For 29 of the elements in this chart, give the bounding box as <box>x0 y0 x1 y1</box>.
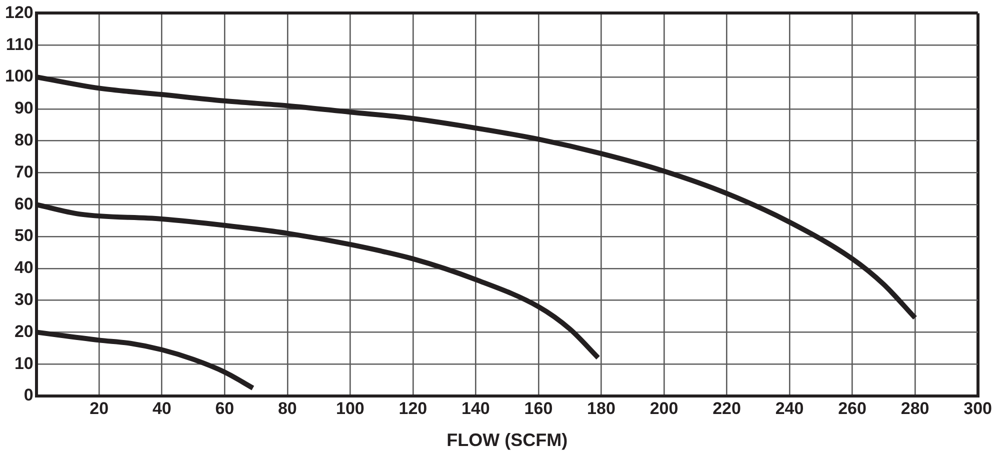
x-tick-label: 120 <box>398 398 428 418</box>
x-tick-label: 100 <box>336 398 364 418</box>
y-tick-label: 40 <box>14 258 34 278</box>
x-tick-label: 280 <box>900 398 930 418</box>
x-tick-label: 20 <box>90 398 109 418</box>
y-tick-label: 30 <box>14 290 34 309</box>
x-tick-label: 160 <box>524 398 553 418</box>
x-tick-label: 80 <box>278 398 297 418</box>
y-tick-label: 120 <box>4 2 34 22</box>
y-tick-label: 100 <box>4 66 34 86</box>
y-tick-label: 20 <box>14 322 34 341</box>
x-tick-label: 40 <box>152 398 172 418</box>
y-tick-label: 110 <box>6 34 34 54</box>
x-tick-label: 220 <box>712 398 741 418</box>
y-tick-label: 10 <box>14 354 34 373</box>
y-tick-label: 90 <box>14 98 34 118</box>
x-tick-label: 240 <box>775 398 804 418</box>
y-tick-label: 60 <box>14 194 34 214</box>
x-tick-label: 200 <box>650 398 678 418</box>
y-tick-label: 80 <box>14 130 34 150</box>
y-tick-label: 50 <box>14 226 34 246</box>
x-tick-label: 300 <box>964 398 992 418</box>
x-axis-title: FLOW (SCFM) <box>446 430 568 450</box>
x-tick-label: 260 <box>838 398 866 418</box>
x-tick-label: 140 <box>462 398 490 418</box>
y-tick-label: 0 <box>24 386 34 405</box>
x-tick-label: 180 <box>587 398 616 418</box>
x-tick-label: 60 <box>215 398 234 418</box>
y-tick-label: 70 <box>14 162 34 182</box>
